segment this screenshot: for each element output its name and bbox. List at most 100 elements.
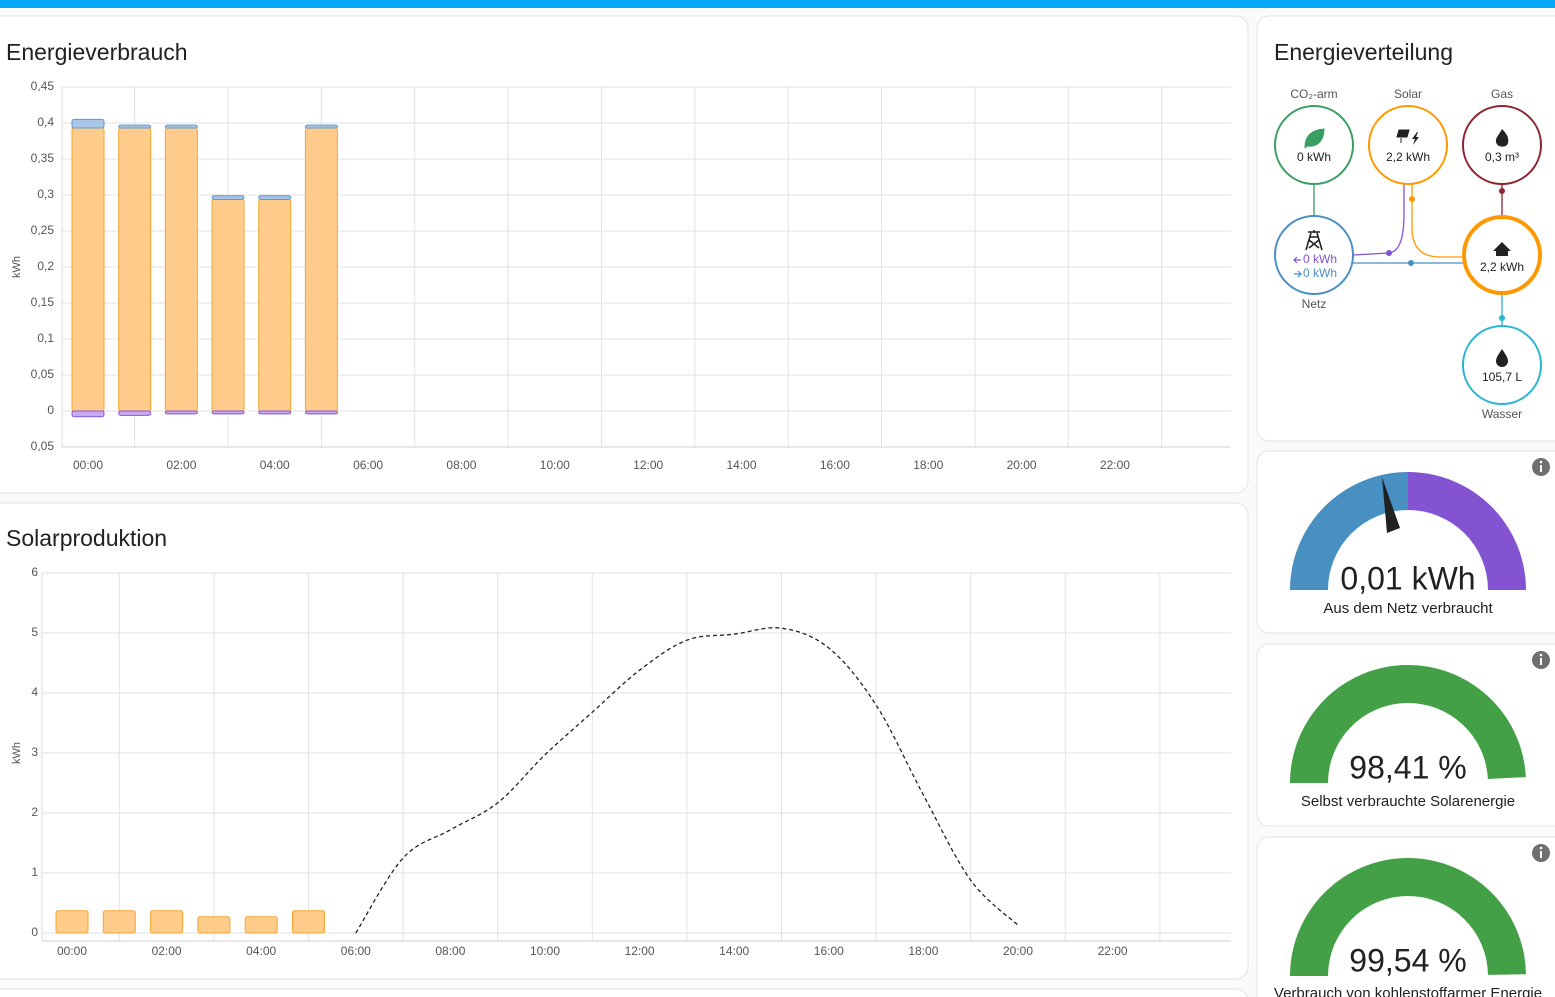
tower-icon xyxy=(1305,230,1323,251)
x-tick-label: 14:00 xyxy=(719,944,749,958)
card-title: Energieverteilung xyxy=(1274,39,1453,65)
x-tick-label: 14:00 xyxy=(727,458,757,472)
x-tick-label: 18:00 xyxy=(908,944,938,958)
bar xyxy=(244,916,278,934)
y-tick-label: 0,25 xyxy=(31,223,55,237)
info-glyph xyxy=(1539,846,1543,850)
bar xyxy=(258,195,292,200)
arrow-icon xyxy=(1294,270,1302,278)
x-tick-label: 00:00 xyxy=(73,458,103,472)
x-tick-label: 00:00 xyxy=(57,944,87,958)
node-label: Netz xyxy=(1302,297,1327,311)
line-series xyxy=(355,627,1019,934)
bar xyxy=(197,916,231,934)
info-icon[interactable] xyxy=(1532,458,1550,476)
y-tick-label: 0,05 xyxy=(31,367,55,381)
x-tick-label: 10:00 xyxy=(530,944,560,958)
card xyxy=(1256,643,1555,827)
arrow-icon xyxy=(1293,256,1301,264)
info-glyph xyxy=(1539,653,1543,657)
x-tick-label: 12:00 xyxy=(625,944,655,958)
gauge-arc xyxy=(1289,857,1526,976)
top-bar xyxy=(0,0,1555,8)
info-icon[interactable] xyxy=(1532,844,1550,862)
bar xyxy=(118,410,152,416)
flow-line xyxy=(1411,184,1463,258)
gauge-segment xyxy=(1290,472,1408,590)
x-tick-label: 06:00 xyxy=(353,458,383,472)
node-label: Gas xyxy=(1491,87,1513,101)
y-tick-label: 0 xyxy=(31,925,38,939)
leaf-icon xyxy=(1304,128,1325,149)
bar xyxy=(71,118,105,129)
x-tick-label: 16:00 xyxy=(820,458,850,472)
bolt-icon xyxy=(1412,132,1419,145)
bar xyxy=(71,410,105,418)
x-tick-label: 12:00 xyxy=(633,458,663,472)
y-tick-label: 0 xyxy=(47,403,54,417)
gauge-value: 99,54 % xyxy=(1349,942,1466,978)
y-tick-label: 0,2 xyxy=(37,259,54,273)
node-label: Solar xyxy=(1394,87,1422,101)
solar-icon xyxy=(1396,129,1410,143)
y-tick-label: 3 xyxy=(31,745,38,759)
x-tick-label: 18:00 xyxy=(913,458,943,472)
chart-title: Solarproduktion xyxy=(6,525,167,551)
bar xyxy=(304,410,338,415)
chart: Solarproduktion kWh 0 1 2 3 4 5 6 00:00 02:00 04:00… xyxy=(6,525,1231,958)
flow-dot xyxy=(1499,188,1505,194)
bar xyxy=(164,127,198,412)
flame-icon xyxy=(1495,129,1509,147)
info-glyph xyxy=(1539,460,1543,464)
info-icon[interactable] xyxy=(1532,651,1550,669)
bar xyxy=(211,195,245,200)
bar xyxy=(118,127,152,412)
x-tick-label: 16:00 xyxy=(814,944,844,958)
x-tick-label: 08:00 xyxy=(435,944,465,958)
info-glyph xyxy=(1540,851,1542,858)
x-tick-label: 08:00 xyxy=(446,458,476,472)
x-tick-label: 22:00 xyxy=(1100,458,1130,472)
node-value: 0 kWh xyxy=(1303,252,1337,266)
y-tick-label: 0,3 xyxy=(37,187,54,201)
gauge-value: 98,41 % xyxy=(1349,749,1466,785)
x-tick-label: 20:00 xyxy=(1003,944,1033,958)
gauge-needle xyxy=(1382,477,1400,533)
node-value: 105,7 L xyxy=(1482,370,1522,384)
node-solar[interactable] xyxy=(1368,105,1448,185)
flow-dot xyxy=(1386,250,1392,256)
x-tick-label: 06:00 xyxy=(341,944,371,958)
y-tick-label: 5 xyxy=(31,625,38,639)
card xyxy=(1256,836,1555,997)
bar xyxy=(102,910,136,934)
flow-dot xyxy=(1408,260,1414,266)
card xyxy=(0,988,1248,997)
y-tick-label: 0,1 xyxy=(37,331,54,345)
x-tick-label: 04:00 xyxy=(260,458,290,472)
y-tick-label: 0,35 xyxy=(31,151,55,165)
x-tick-label: 04:00 xyxy=(246,944,276,958)
bar xyxy=(304,124,338,129)
node-value: 2,2 kWh xyxy=(1386,150,1430,164)
node-value: 2,2 kWh xyxy=(1480,260,1524,274)
info-glyph xyxy=(1540,658,1542,665)
gauge-label: Selbst verbrauchte Solarenergie xyxy=(1301,793,1515,810)
gauge-label: Aus dem Netz verbraucht xyxy=(1323,600,1493,617)
bar xyxy=(258,198,292,412)
card xyxy=(0,502,1249,980)
y-tick-label: 4 xyxy=(31,685,38,699)
node-value: 0 kWh xyxy=(1303,266,1337,280)
bar xyxy=(211,198,245,412)
x-tick-label: 22:00 xyxy=(1098,944,1128,958)
card xyxy=(1256,450,1555,634)
x-tick-label: 20:00 xyxy=(1007,458,1037,472)
chart-title: Energieverbrauch xyxy=(6,39,188,65)
x-tick-label: 10:00 xyxy=(540,458,570,472)
flow-dot xyxy=(1409,196,1415,202)
y-tick-label: 0,45 xyxy=(31,79,55,93)
chart: Energieverbrauch kWh 0,05 0 0,05 0,1 0,15 0,2 0,… xyxy=(6,39,1231,472)
gauge-arc xyxy=(1290,665,1526,783)
node-label: CO₂-arm xyxy=(1290,87,1337,101)
node-value: 0,3 m³ xyxy=(1485,150,1519,164)
